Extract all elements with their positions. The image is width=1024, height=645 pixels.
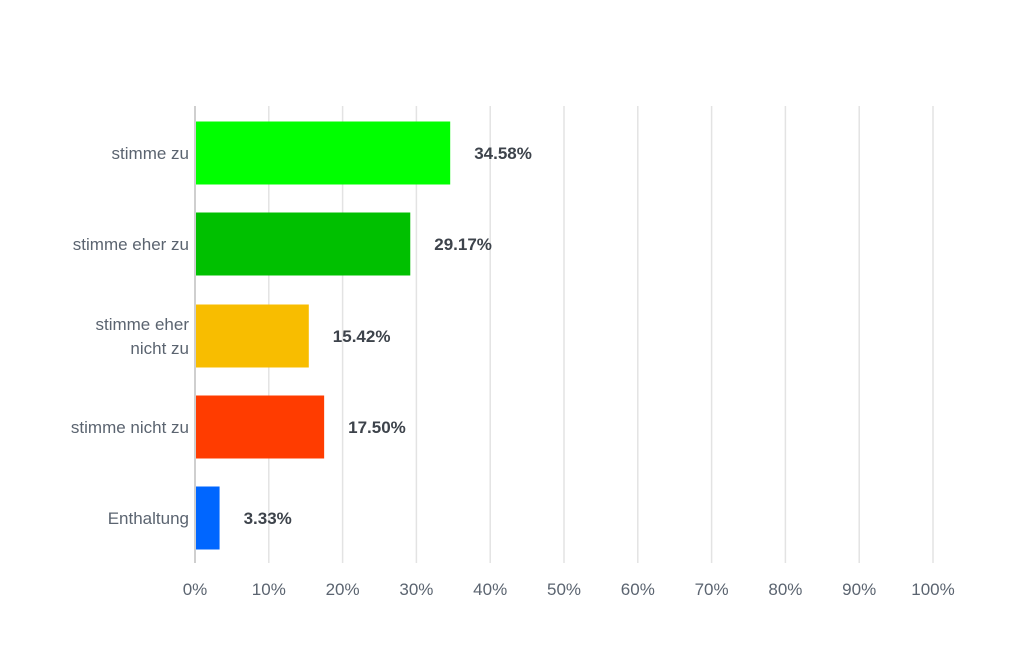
category-label-1: stimme eher zu (73, 235, 189, 254)
bar-1 (195, 212, 411, 276)
x-tick-label-60: 60% (621, 580, 655, 599)
value-label-2: 15.42% (333, 327, 391, 346)
category-label-4: Enthaltung (108, 509, 189, 528)
labels: 34.58% stimme zu 29.17% stimme eher zu 15.42… (71, 144, 955, 599)
bar-4 (195, 486, 220, 550)
bar-2 (195, 304, 309, 368)
x-tick-label-30: 30% (399, 580, 433, 599)
value-label-4: 3.33% (244, 509, 292, 528)
bar-3 (195, 395, 325, 459)
x-tick-label-70: 70% (695, 580, 729, 599)
bar-0 (195, 121, 451, 185)
x-tick-label-40: 40% (473, 580, 507, 599)
x-tick-label-100: 100% (911, 580, 954, 599)
x-tick-label-80: 80% (768, 580, 802, 599)
category-label-3: stimme nicht zu (71, 418, 189, 437)
x-tick-label-10: 10% (252, 580, 286, 599)
bars (195, 121, 451, 550)
category-label-2: stimme eher nicht zu (95, 315, 189, 358)
x-tick-label-90: 90% (842, 580, 876, 599)
x-tick-label-20: 20% (326, 580, 360, 599)
x-tick-label-0: 0% (183, 580, 208, 599)
value-label-1: 29.17% (434, 235, 492, 254)
category-label-0: stimme zu (112, 144, 189, 163)
x-tick-label-50: 50% (547, 580, 581, 599)
value-label-0: 34.58% (474, 144, 532, 163)
value-label-3: 17.50% (348, 418, 406, 437)
